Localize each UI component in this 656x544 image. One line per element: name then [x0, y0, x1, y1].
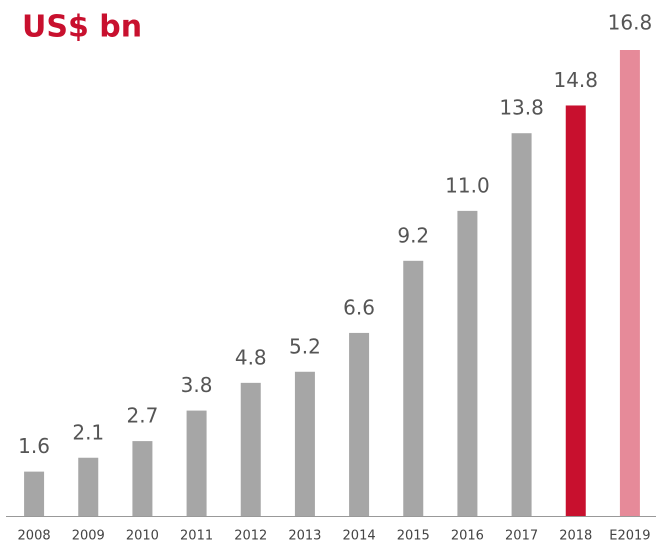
data-label: 16.8 [608, 11, 653, 35]
bar [240, 382, 261, 516]
x-tick-label: 2009 [72, 529, 105, 544]
x-tick-label: 2017 [505, 529, 538, 544]
x-tick-label: 2011 [180, 529, 213, 544]
data-label: 3.8 [181, 373, 213, 397]
data-label: 2.1 [72, 420, 104, 444]
bar [24, 471, 45, 516]
bar [511, 133, 532, 516]
data-label: 13.8 [499, 96, 544, 120]
x-tick-label: 2010 [126, 529, 159, 544]
chart-title: US$ bn [22, 10, 142, 45]
data-label: 11.0 [445, 173, 490, 197]
data-label: 9.2 [397, 223, 429, 247]
x-tick-label: 2015 [397, 529, 430, 544]
data-label: 5.2 [289, 334, 321, 358]
x-tick-label: 2013 [288, 529, 321, 544]
bar [565, 105, 586, 516]
x-tick-label: 2016 [451, 529, 484, 544]
x-tick-label: 2014 [343, 529, 376, 544]
x-tick-label: 2008 [18, 529, 51, 544]
data-label: 14.8 [553, 68, 598, 92]
data-label: 1.6 [18, 434, 50, 458]
bar [186, 410, 207, 516]
data-label: 4.8 [235, 345, 267, 369]
bar [132, 441, 153, 516]
data-label: 2.7 [127, 404, 159, 428]
bar [349, 332, 370, 516]
x-tick-label: E2019 [609, 529, 650, 544]
bar [294, 371, 315, 516]
bar [78, 457, 99, 516]
bar [619, 50, 640, 516]
data-label: 6.6 [343, 295, 375, 319]
bar [457, 210, 478, 516]
x-tick-label: 2012 [234, 529, 267, 544]
x-tick-label: 2018 [559, 529, 592, 544]
bar [403, 260, 424, 516]
